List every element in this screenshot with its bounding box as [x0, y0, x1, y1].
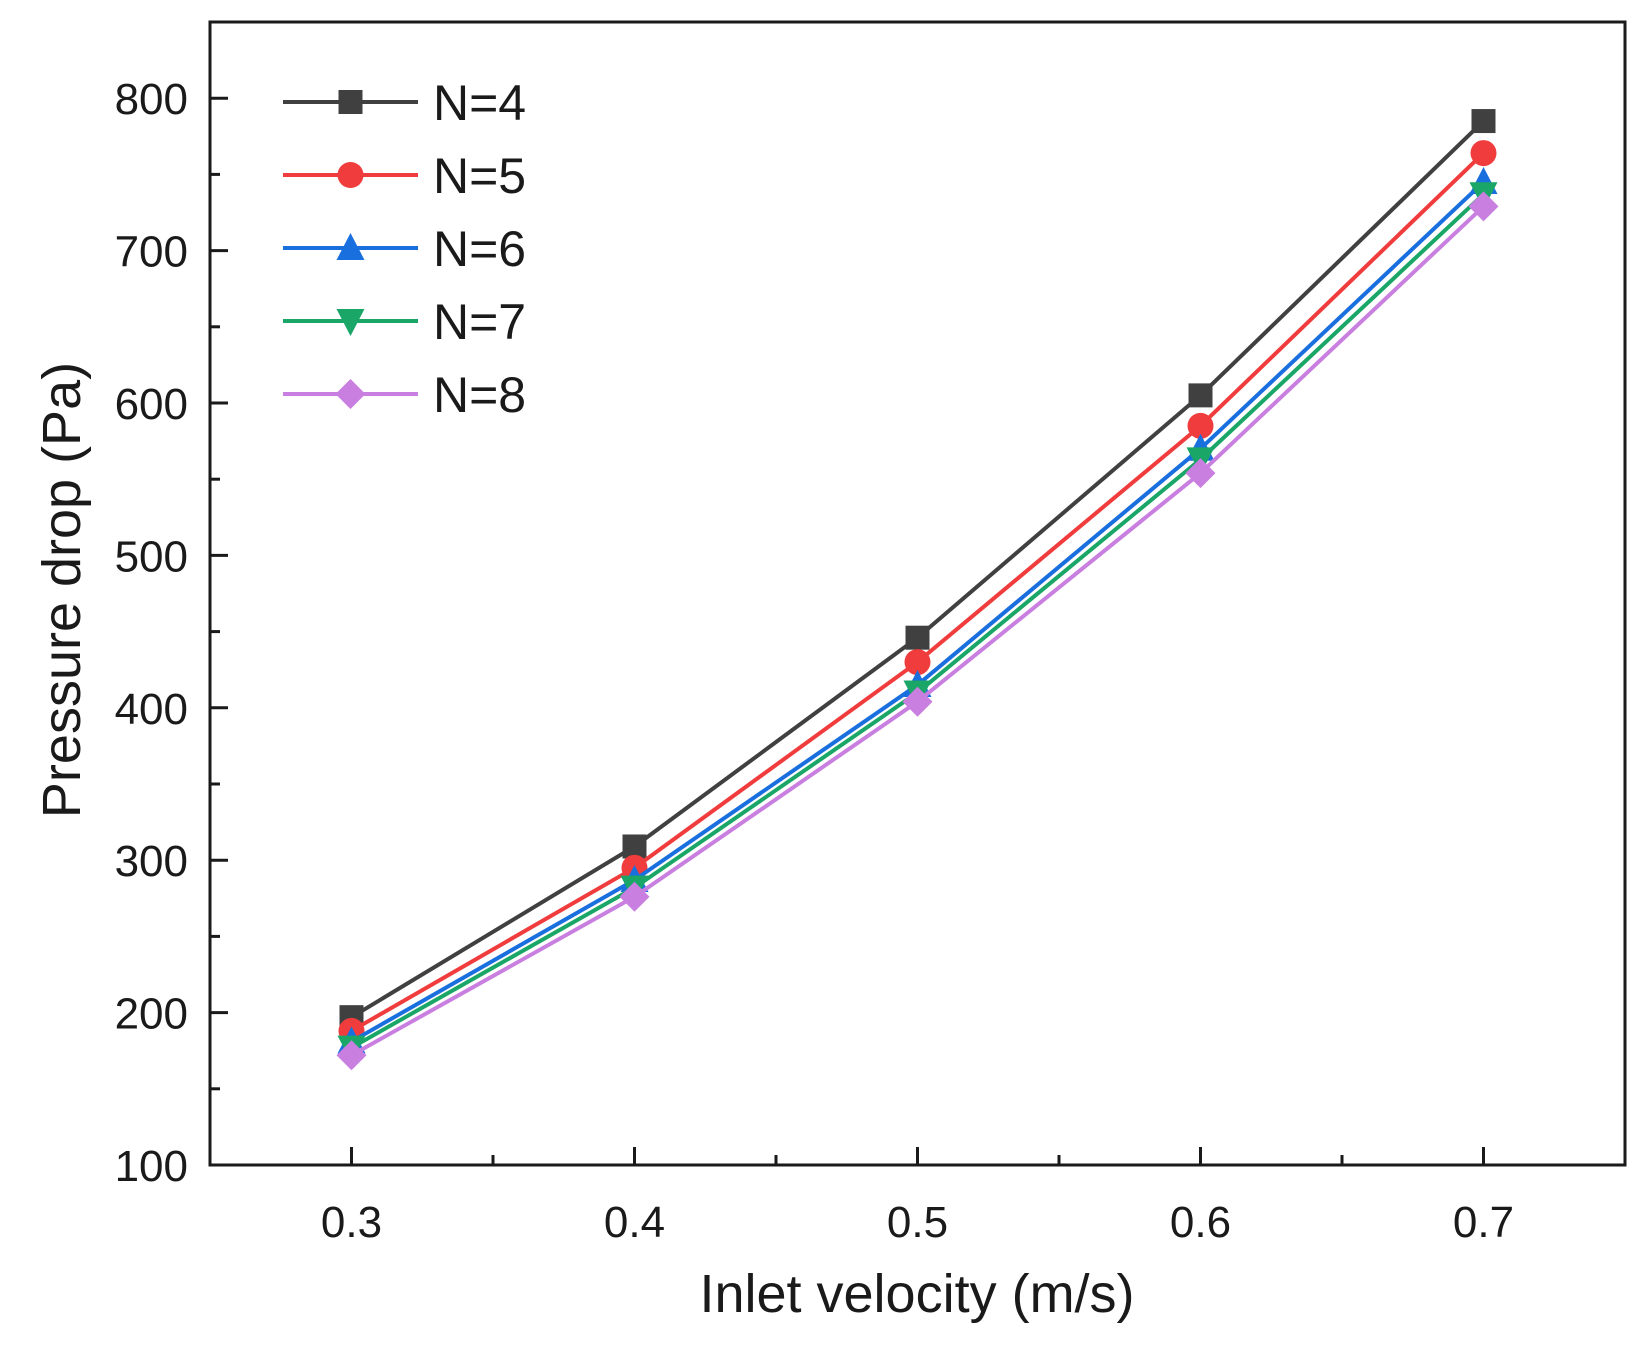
legend-item: N=8	[283, 367, 526, 423]
data-point	[1468, 191, 1499, 222]
data-point	[1471, 109, 1496, 134]
legend-label: N=5	[433, 148, 526, 204]
legend-label: N=7	[433, 294, 526, 350]
data-point	[1185, 458, 1216, 489]
y-tick-label: 300	[115, 837, 188, 886]
y-axis-title: Pressure drop (Pa)	[32, 362, 92, 818]
y-tick-label: 200	[115, 990, 188, 1039]
data-point	[902, 686, 933, 717]
plot-frame	[208, 20, 1627, 1167]
axes-layer: 0.3 0.4 0.5 0.6 0.7 100 200 300 400 500 600 700 800	[115, 20, 1627, 1247]
x-tick-label: 0.5	[887, 1198, 948, 1247]
data-point	[336, 1040, 367, 1071]
data-point	[1188, 383, 1213, 408]
y-tick-label: 100	[115, 1142, 188, 1191]
legend-item: N=5	[283, 148, 526, 204]
series-layer	[336, 109, 1499, 1071]
legend-item: N=7	[283, 294, 526, 350]
x-tick-label: 0.6	[1170, 1198, 1231, 1247]
x-tick-label: 0.7	[1453, 1198, 1514, 1247]
x-tick-label: 0.3	[321, 1198, 382, 1247]
legend-marker	[337, 162, 364, 188]
y-tick-label: 800	[115, 75, 188, 124]
y-tick-label: 600	[115, 380, 188, 429]
legend-label: N=6	[433, 221, 526, 277]
legend-marker	[335, 379, 366, 409]
data-point	[1187, 412, 1214, 439]
y-tick-label: 400	[115, 685, 188, 734]
legend-marker	[336, 233, 365, 260]
legend: N=4 N=5 N=6 N=7 N=8	[283, 75, 526, 423]
data-point	[905, 625, 930, 650]
series-n8	[336, 191, 1499, 1071]
legend-marker	[336, 309, 365, 336]
x-axis-title: Inlet velocity (m/s)	[699, 1264, 1134, 1324]
y-tick-label: 700	[115, 228, 188, 277]
legend-label: N=4	[433, 75, 526, 131]
legend-marker	[338, 90, 363, 114]
legend-item: N=4	[283, 75, 526, 131]
data-point	[622, 834, 647, 859]
data-point	[619, 881, 650, 912]
data-point	[1470, 140, 1497, 167]
legend-label: N=8	[433, 367, 526, 423]
legend-item: N=6	[283, 221, 526, 277]
series-n5	[338, 140, 1497, 1044]
x-tick-label: 0.4	[604, 1198, 665, 1247]
y-tick-label: 500	[115, 532, 188, 581]
data-point	[904, 649, 931, 676]
